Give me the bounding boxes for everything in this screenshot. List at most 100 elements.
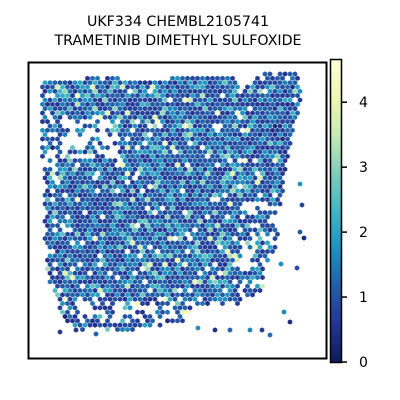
spot: [200, 84, 205, 90]
spot: [217, 132, 223, 138]
spot: [137, 210, 143, 216]
spot: [132, 140, 138, 146]
spot: [270, 110, 275, 116]
spot: [40, 127, 45, 133]
spot: [115, 223, 120, 229]
spot: [192, 244, 198, 250]
spot: [252, 184, 258, 190]
spot: [122, 158, 128, 164]
spot: [177, 253, 183, 259]
spot: [225, 266, 230, 272]
spot: [127, 114, 133, 120]
spot: [257, 149, 263, 155]
spot: [195, 145, 200, 151]
spot: [77, 287, 83, 294]
spot: [72, 253, 78, 259]
spot: [202, 149, 208, 155]
spot: [127, 149, 133, 155]
spot: [160, 101, 165, 107]
spot: [135, 84, 140, 90]
spot: [122, 218, 128, 224]
spot: [265, 240, 270, 246]
spot: [190, 197, 195, 203]
spot: [182, 287, 188, 294]
spot: [135, 300, 140, 307]
spot: [222, 88, 228, 94]
spot: [227, 327, 233, 333]
spot: [120, 257, 125, 263]
spot: [160, 231, 165, 237]
spot: [110, 292, 115, 298]
spot: [165, 136, 170, 142]
spot: [152, 227, 158, 233]
spot: [135, 93, 140, 99]
spot: [120, 188, 125, 194]
spot: [210, 223, 215, 229]
spot: [142, 114, 148, 120]
spot: [45, 145, 50, 151]
spot: [252, 97, 258, 103]
spot: [137, 140, 143, 146]
spot: [255, 84, 260, 90]
spot: [87, 166, 93, 172]
spot: [160, 223, 165, 229]
spot: [82, 261, 88, 268]
spot: [260, 84, 265, 90]
spot: [45, 179, 50, 185]
spot: [220, 145, 225, 151]
spot: [152, 140, 158, 146]
spot: [217, 253, 223, 259]
spot: [72, 158, 78, 164]
spot: [197, 140, 203, 146]
spot: [287, 80, 293, 86]
spot: [140, 214, 145, 220]
spot: [232, 149, 238, 155]
spot: [190, 283, 195, 289]
spot: [167, 261, 173, 268]
spot: [72, 184, 78, 190]
spot: [130, 214, 135, 220]
spot: [120, 318, 125, 324]
spot: [65, 205, 70, 211]
spot: [255, 93, 260, 99]
spot: [110, 300, 115, 307]
spot: [145, 231, 150, 237]
spot: [140, 240, 145, 246]
spot: [82, 149, 88, 155]
spot: [115, 197, 120, 203]
spot: [105, 188, 110, 194]
spot: [212, 296, 218, 302]
spot: [82, 279, 88, 285]
spot: [102, 114, 108, 120]
spot: [145, 153, 150, 159]
spot: [232, 88, 238, 94]
spot: [137, 106, 143, 112]
spot: [107, 97, 113, 103]
spot: [132, 279, 138, 285]
spot: [227, 218, 233, 224]
spot: [245, 223, 250, 229]
spot: [235, 136, 240, 142]
spot: [145, 145, 150, 151]
spot: [97, 201, 103, 207]
spot: [285, 127, 290, 133]
spot: [80, 274, 85, 281]
spot: [172, 175, 178, 181]
spot: [202, 296, 208, 302]
spot: [222, 210, 228, 216]
spot: [197, 235, 203, 242]
spot: [292, 114, 298, 120]
spot: [80, 93, 85, 99]
spot: [232, 123, 238, 129]
spot: [142, 158, 148, 164]
spot: [212, 201, 218, 207]
spot: [75, 248, 80, 255]
spot: [295, 101, 300, 107]
spot: [147, 227, 153, 233]
spot: [207, 253, 213, 259]
spot: [60, 231, 65, 237]
spot: [200, 197, 205, 203]
spot: [222, 227, 228, 233]
spot: [80, 257, 85, 263]
spot: [165, 266, 170, 272]
